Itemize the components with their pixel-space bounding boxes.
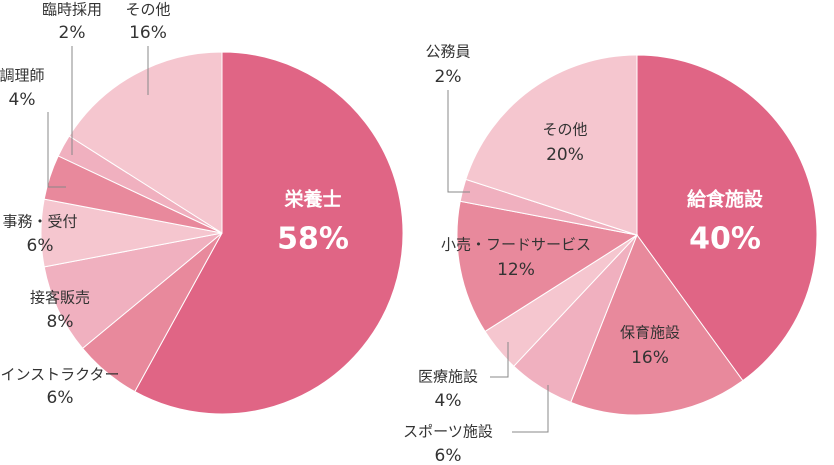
slice-label: その他 [542,121,587,139]
slice-label: 調理師 [0,67,45,85]
data-label: 58% [277,222,349,257]
data-label: 4% [435,391,462,411]
data-label: 2% [435,67,462,87]
data-label: 40% [689,222,761,257]
slice-label: 給食施設 [687,188,764,211]
data-label: 12% [497,260,535,280]
data-label: 20% [546,145,584,165]
pie-slice [134,51,404,415]
slices [40,51,818,416]
leader-line [47,112,66,188]
slice-label: インストラクター [0,366,119,384]
leader-line [490,342,509,378]
data-label: 16% [129,23,167,43]
data-label: 4% [9,90,36,110]
pie-slice [68,51,223,234]
slice-label: スポーツ施設 [403,423,493,441]
leader-line [447,90,470,193]
slice-label: 医療施設 [418,368,478,386]
pie-slice [456,200,639,333]
leader-line [512,385,549,433]
data-label: 2% [59,23,86,43]
pie-slice [43,232,223,350]
slice-label: 臨時採用 [42,1,102,19]
slice-label: 接客販売 [30,289,90,307]
pie-slice [465,54,638,236]
slice-label: 公務員 [425,43,470,61]
data-label: 16% [631,348,669,368]
slice-label: 事務・受付 [2,213,77,231]
slice-label: その他 [125,1,170,19]
slice-label: 小売・フードサービス [441,236,591,254]
data-label: 6% [47,388,74,408]
data-label: 8% [47,312,74,332]
slice-label: 保育施設 [620,324,680,342]
pie-slice [570,233,744,416]
pie-slice [636,54,818,382]
data-label: 6% [435,446,462,465]
slice-label: 栄養士 [283,188,341,211]
data-label: 6% [27,236,54,256]
